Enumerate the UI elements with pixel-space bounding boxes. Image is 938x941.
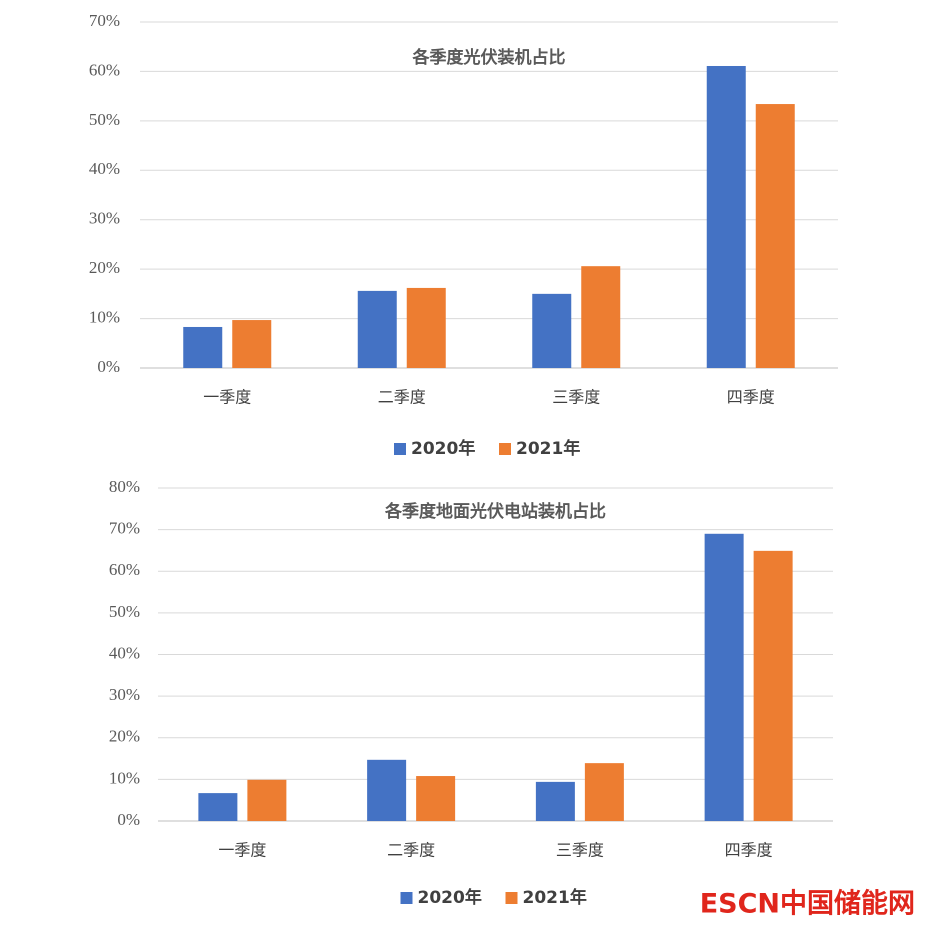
bar xyxy=(581,266,621,368)
legend-swatch xyxy=(394,443,406,455)
legend-swatch xyxy=(499,443,511,455)
legend-label: 2021年 xyxy=(516,438,580,459)
y-tick-label: 10% xyxy=(109,768,140,787)
chart-title: 各季度光伏装机占比 xyxy=(412,47,566,68)
y-tick-label: 40% xyxy=(89,159,120,178)
bar xyxy=(706,65,746,369)
x-tick-label: 一季度 xyxy=(218,841,266,860)
bar xyxy=(704,533,744,821)
y-tick-label: 30% xyxy=(89,209,120,228)
y-tick-label: 20% xyxy=(109,727,140,746)
bar xyxy=(198,793,238,821)
legend-label: 2020年 xyxy=(411,438,475,459)
y-tick-label: 40% xyxy=(109,643,140,662)
bar xyxy=(367,759,407,821)
bar xyxy=(183,326,223,368)
bar xyxy=(584,763,624,821)
bar xyxy=(753,550,793,821)
bar xyxy=(406,287,446,368)
bar xyxy=(532,293,572,368)
x-tick-label: 二季度 xyxy=(378,388,426,407)
x-tick-label: 三季度 xyxy=(556,841,604,860)
chart-title: 各季度地面光伏电站装机占比 xyxy=(384,501,606,522)
legend-swatch xyxy=(505,892,518,904)
legend-label: 2020年 xyxy=(418,887,482,908)
y-tick-label: 60% xyxy=(109,560,140,579)
x-tick-label: 四季度 xyxy=(725,841,773,860)
y-tick-label: 0% xyxy=(117,810,140,829)
bar xyxy=(755,104,795,369)
y-tick-label: 50% xyxy=(89,110,120,129)
y-tick-label: 60% xyxy=(89,60,120,79)
bar xyxy=(535,781,575,821)
y-tick-label: 70% xyxy=(89,11,120,30)
x-tick-label: 一季度 xyxy=(203,388,251,407)
bar xyxy=(416,776,456,821)
y-tick-label: 80% xyxy=(109,477,140,496)
x-tick-label: 二季度 xyxy=(387,841,435,860)
legend-label: 2021年 xyxy=(523,887,587,908)
x-tick-label: 四季度 xyxy=(727,388,775,407)
y-tick-label: 10% xyxy=(89,307,120,326)
y-tick-label: 50% xyxy=(109,602,140,621)
y-tick-label: 20% xyxy=(89,258,120,277)
y-tick-label: 70% xyxy=(109,519,140,538)
bar xyxy=(357,290,397,368)
y-tick-label: 0% xyxy=(97,357,120,376)
y-tick-label: 30% xyxy=(109,685,140,704)
legend-swatch xyxy=(400,892,413,904)
watermark: ESCN中国储能网 xyxy=(700,888,915,920)
bar xyxy=(232,320,272,368)
bar xyxy=(247,779,287,821)
x-tick-label: 三季度 xyxy=(552,388,600,407)
